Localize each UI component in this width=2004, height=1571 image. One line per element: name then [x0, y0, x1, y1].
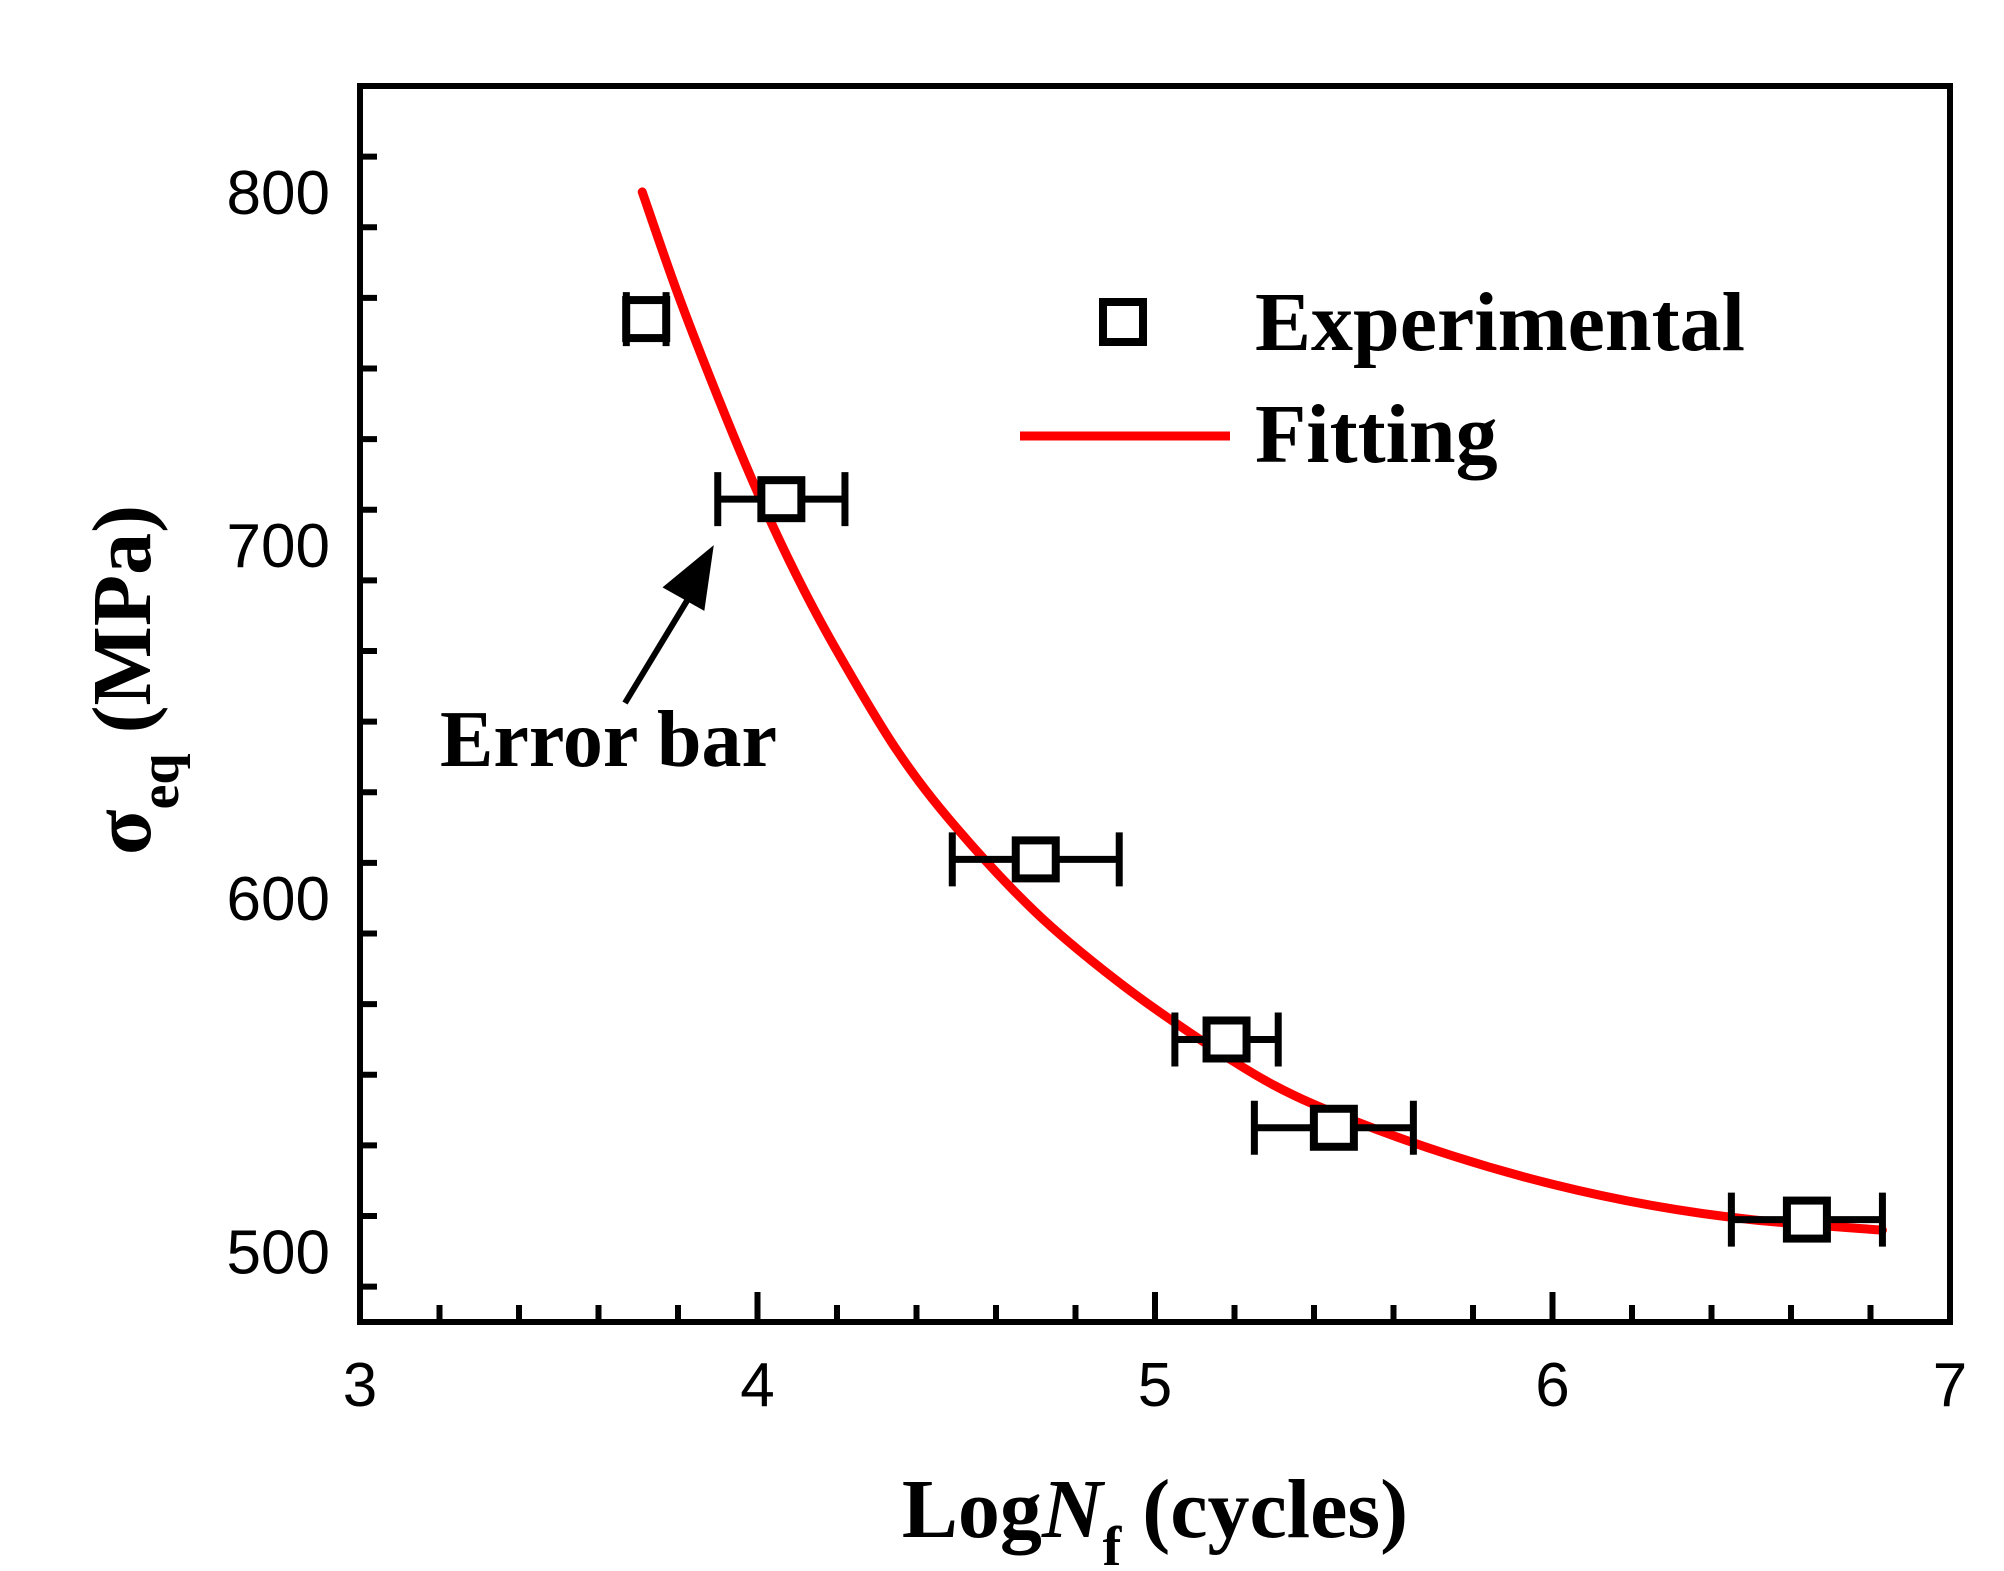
y-axis-title: σeq(MPa)	[76, 505, 191, 855]
legend-label-fitting: Fitting	[1255, 388, 1498, 481]
x-tick-label: 7	[1933, 1351, 1967, 1420]
data-point-3	[948, 832, 1123, 887]
data-point-4	[1171, 1012, 1282, 1067]
x-axis-title: LogNf (cycles)	[902, 1463, 1408, 1571]
square-marker	[622, 296, 671, 343]
data-point-6	[1727, 1192, 1886, 1247]
x-tick-label: 4	[740, 1351, 774, 1420]
annotation-arrow-head	[662, 545, 714, 611]
x-tick-label: 6	[1535, 1351, 1569, 1420]
y-tick-label: 600	[227, 865, 330, 934]
legend-label-experimental: Experimental	[1255, 276, 1745, 369]
legend-square-marker	[1099, 298, 1147, 346]
legend-item-fitting: Fitting	[1020, 388, 1498, 481]
x-tick-label: 5	[1138, 1351, 1172, 1420]
annotation-label: Error bar	[440, 696, 777, 784]
data-point-1	[622, 292, 671, 347]
annotation-error-bar: Error bar	[440, 545, 777, 784]
data-point-5	[1250, 1100, 1417, 1155]
x-tick-label: 3	[343, 1351, 377, 1420]
fitting-curve	[637, 187, 1887, 1235]
square-marker	[1309, 1104, 1358, 1151]
legend-item-experimental: Experimental	[1099, 276, 1745, 369]
square-marker	[1782, 1196, 1831, 1243]
data-point-2	[714, 472, 849, 527]
square-marker	[1011, 836, 1060, 883]
y-tick-label: 800	[227, 159, 330, 228]
square-marker	[1202, 1016, 1251, 1063]
y-tick-label: 500	[227, 1218, 330, 1287]
square-marker	[757, 476, 806, 523]
y-tick-label: 700	[227, 512, 330, 581]
